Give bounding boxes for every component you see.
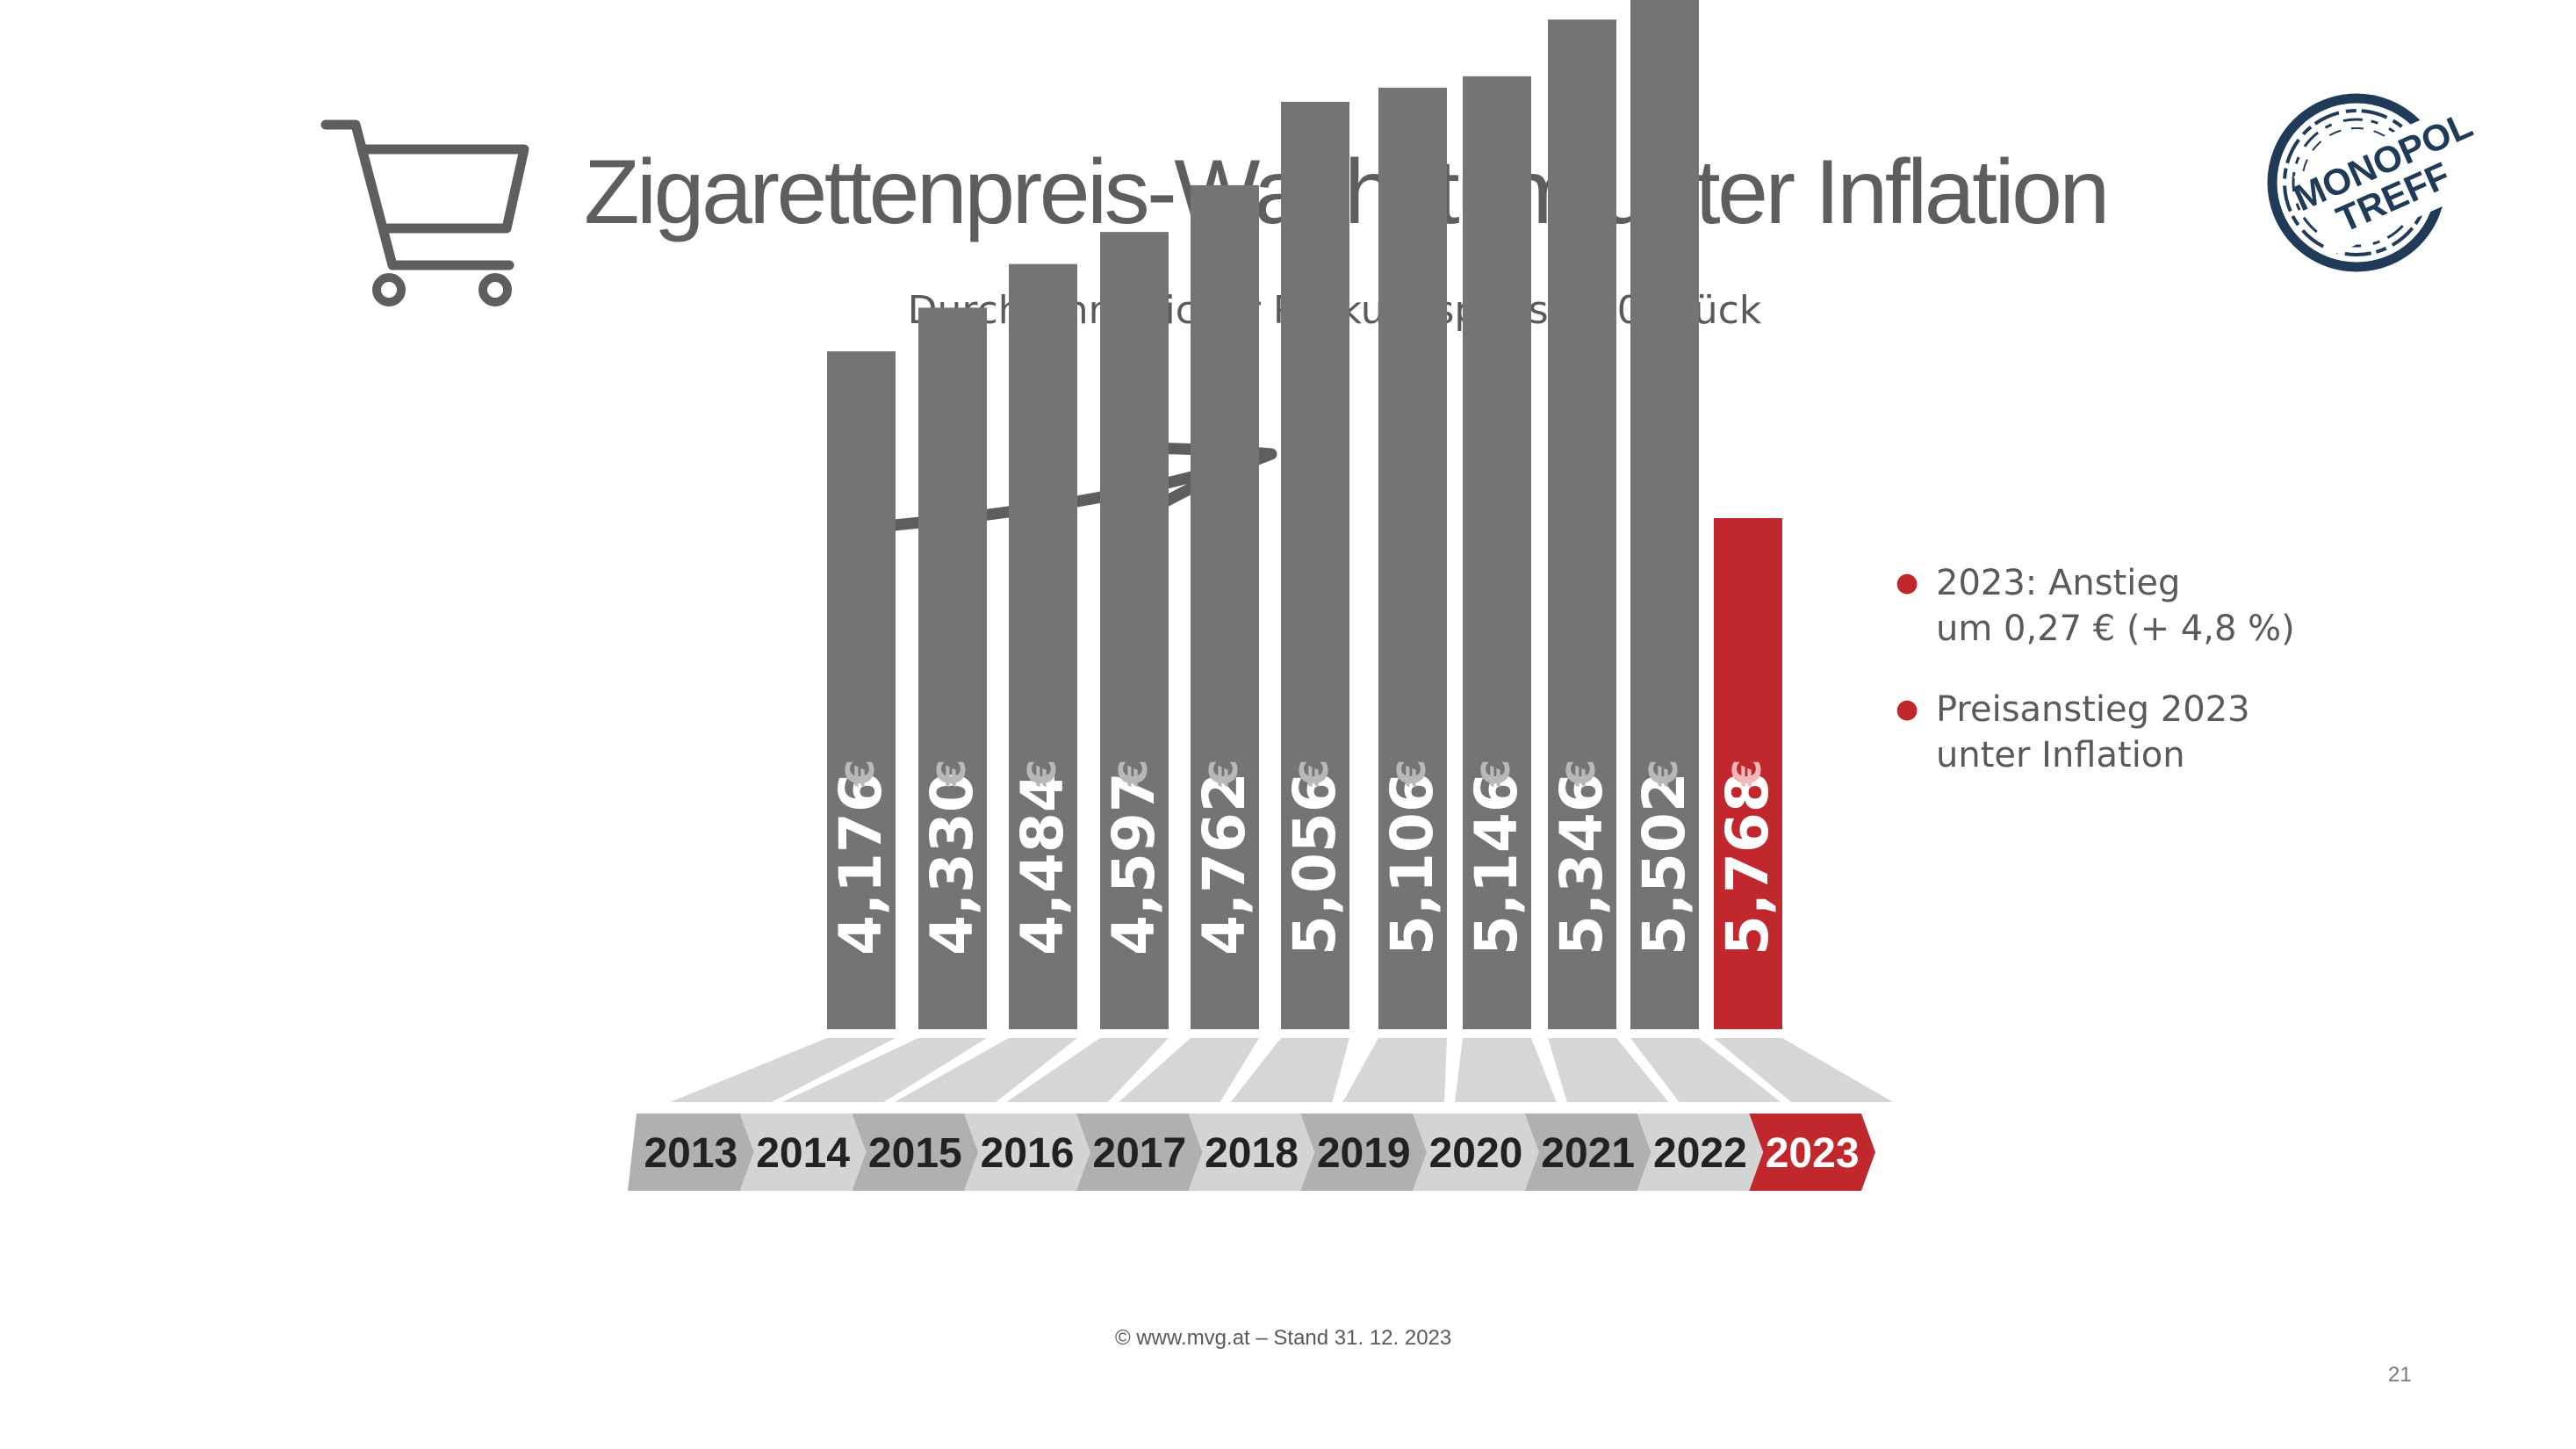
bullet-item: ● Preisanstieg 2023 unter Inflation [1892, 687, 2393, 778]
euro-icon: € [930, 760, 975, 788]
euro-icon: € [1559, 760, 1604, 788]
bar [1630, 0, 1699, 1030]
floor-tile [1630, 1038, 1781, 1102]
euro-icon: € [1390, 760, 1435, 788]
bar [1378, 87, 1447, 1030]
bullet-line: um 0,27 € (+ 4,8 %) [1936, 609, 2295, 649]
floor-tile [1006, 1038, 1169, 1102]
x-tick-label: 2021 [1541, 1130, 1635, 1177]
x-tick-label: 2014 [756, 1130, 850, 1177]
data-label: 4,762 [1191, 772, 1258, 955]
data-label: 5,502 [1630, 772, 1698, 955]
euro-icon: € [1725, 760, 1770, 788]
year-chevron [1076, 1114, 1203, 1191]
year-chevron [1637, 1114, 1764, 1191]
x-tick-label: 2019 [1317, 1130, 1411, 1177]
euro-icon: € [1292, 760, 1337, 788]
bullet-item: ● 2023: Anstieg um 0,27 € (+ 4,8 %) [1892, 560, 2393, 652]
year-chevron [739, 1114, 867, 1191]
year-chevron [852, 1114, 979, 1191]
bar [918, 307, 987, 1029]
year-chevron [1188, 1114, 1315, 1191]
floor-tile [1230, 1038, 1349, 1102]
x-tick-label: 2018 [1205, 1130, 1299, 1177]
data-label: 4,484 [1009, 772, 1076, 955]
monopol-treff-logo: MONOPOL TREFF [2267, 93, 2485, 272]
x-tick-label: 2013 [644, 1130, 738, 1177]
bullet-line: Preisanstieg 2023 [1936, 689, 2250, 730]
year-chevron [628, 1114, 754, 1191]
bar [827, 351, 896, 1030]
floor-tile [894, 1038, 1077, 1102]
floor-tile [1455, 1038, 1557, 1102]
data-label: 5,106 [1378, 772, 1446, 955]
year-chevron [1300, 1114, 1428, 1191]
euro-icon: € [1202, 760, 1247, 788]
data-label: 5,768 [1714, 772, 1781, 955]
footer-source: © www.mvg.at – Stand 31. 12. 2023 [1115, 1326, 1452, 1350]
floor-tile [670, 1038, 896, 1102]
year-chevron [964, 1114, 1090, 1191]
x-tick-label: 2022 [1653, 1130, 1747, 1177]
data-label: 5,056 [1281, 772, 1349, 955]
euro-icon: € [1474, 760, 1519, 788]
bar [1281, 101, 1349, 1029]
bar [1009, 263, 1077, 1029]
shopping-cart-icon [320, 119, 529, 306]
floor-tile [781, 1038, 987, 1102]
bullet-marker: ● [1896, 567, 1919, 598]
bar [1191, 184, 1259, 1029]
bar [1548, 19, 1616, 1029]
bar [1714, 518, 1782, 1029]
floor-tile [1714, 1038, 1893, 1102]
data-label: 5,146 [1463, 772, 1530, 955]
data-label: 4,176 [827, 772, 895, 955]
x-tick-label: 2023 [1766, 1130, 1860, 1177]
data-label: 5,346 [1548, 772, 1615, 955]
x-tick-label: 2016 [981, 1130, 1075, 1177]
data-label: 4,330 [918, 772, 986, 955]
year-chevron [1413, 1114, 1539, 1191]
floor-tile [1342, 1038, 1447, 1102]
bullet-list: ● 2023: Anstieg um 0,27 € (+ 4,8 %) ● Pr… [1892, 560, 2393, 813]
bullet-marker: ● [1896, 694, 1919, 724]
page-number: 21 [2388, 1363, 2412, 1387]
euro-icon: € [1112, 760, 1156, 788]
bar [1100, 232, 1169, 1030]
x-tick-label: 2017 [1092, 1130, 1186, 1177]
euro-icon: € [1642, 760, 1687, 788]
floor-tile [1548, 1038, 1669, 1102]
x-tick-label: 2015 [868, 1130, 962, 1177]
year-chevron [1524, 1114, 1651, 1191]
floor-tile [1118, 1038, 1259, 1102]
year-chevron [1749, 1114, 1875, 1191]
bullet-line: 2023: Anstieg [1936, 563, 2181, 603]
bullet-line: unter Inflation [1936, 735, 2185, 775]
euro-icon: € [1020, 760, 1065, 788]
bar [1463, 76, 1531, 1030]
euro-icon: € [838, 760, 883, 788]
x-tick-label: 2020 [1429, 1130, 1523, 1177]
data-label: 4,597 [1100, 772, 1168, 955]
